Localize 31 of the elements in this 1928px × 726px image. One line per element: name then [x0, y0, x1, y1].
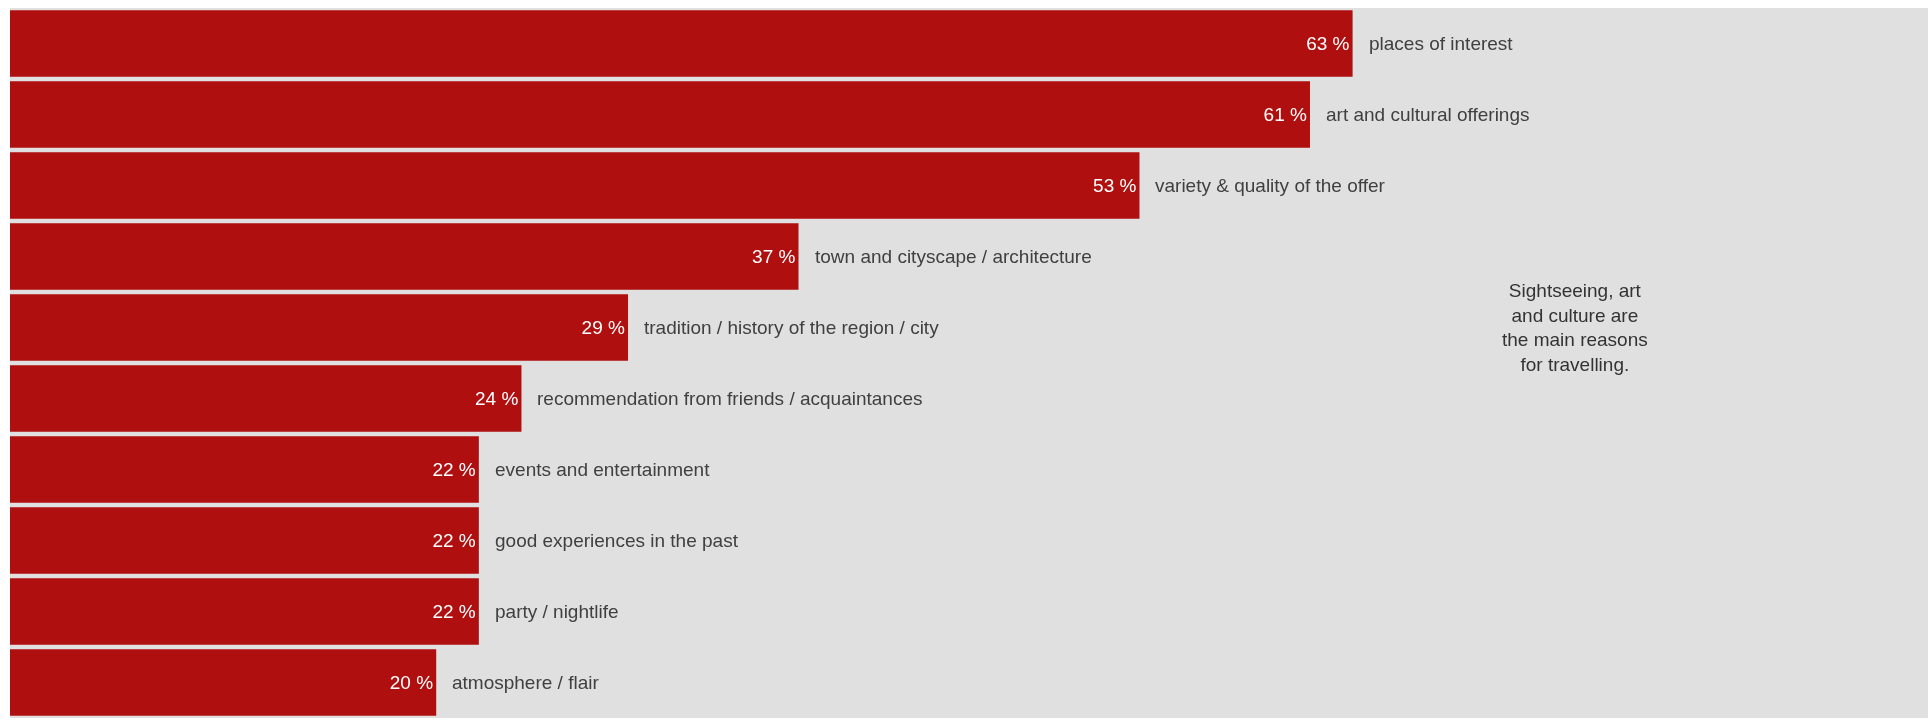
y-tick-label: town and cityscape / architecture	[815, 246, 1092, 267]
bar	[10, 223, 799, 290]
data-label: 29 %	[581, 317, 626, 338]
y-tick-label: art and cultural offerings	[1326, 104, 1530, 125]
data-label: 63 %	[1306, 33, 1350, 54]
y-tick-label: events and entertainment	[495, 459, 711, 480]
bar	[10, 10, 1353, 77]
y-tick-label: atmosphere / flair	[452, 672, 600, 693]
bar	[10, 294, 629, 361]
bar	[10, 152, 1140, 219]
bar	[10, 649, 437, 716]
data-label: 53 %	[1093, 175, 1137, 196]
bar	[10, 578, 479, 645]
y-tick-label: tradition / history of the region / city	[644, 317, 940, 338]
data-label: 22 %	[432, 459, 476, 480]
data-label: 61 %	[1263, 104, 1307, 125]
y-tick-label: party / nightlife	[495, 601, 619, 622]
data-label: 37 %	[752, 246, 796, 267]
annotation: Sightseeing, art and culture are the main reasons for travelling.	[1502, 280, 1648, 376]
data-label: 24 %	[475, 388, 519, 409]
bar	[10, 436, 479, 503]
y-tick-label: recommendation from friends / acquaintances	[537, 388, 923, 409]
data-label: 20 %	[389, 672, 434, 693]
data-label: 22 %	[432, 530, 476, 551]
bar	[10, 365, 522, 432]
y-tick-label: variety & quality of the offer	[1155, 175, 1386, 196]
bar	[10, 507, 479, 574]
data-label: 22 %	[432, 601, 476, 622]
y-tick-label: places of interest	[1369, 33, 1514, 54]
bar	[10, 81, 1310, 148]
y-tick-label: good experiences in the past	[495, 530, 739, 551]
